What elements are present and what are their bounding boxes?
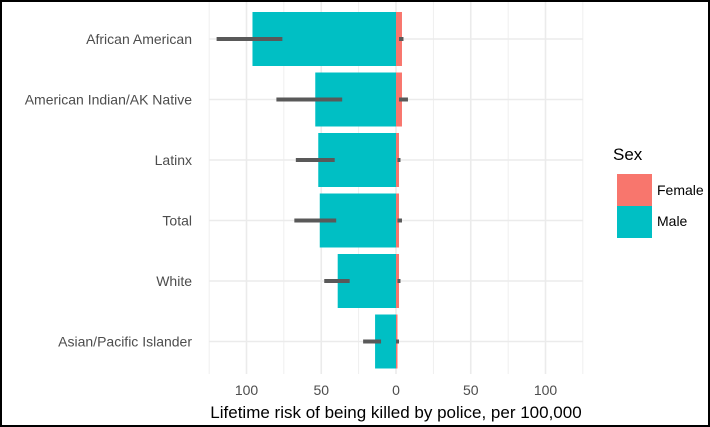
legend-title: Sex	[613, 145, 643, 164]
category-label: Asian/Pacific Islander	[58, 334, 192, 350]
x-tick-label: 100	[235, 382, 259, 398]
x-tick-label: 50	[313, 382, 329, 398]
category-label: Latinx	[155, 152, 192, 168]
category-label: White	[156, 273, 192, 289]
legend: Sex Female Male	[613, 145, 704, 238]
error-bar-layer	[216, 37, 408, 344]
legend-label-male: Male	[657, 213, 688, 229]
x-tick-label: 0	[392, 382, 400, 398]
x-tick-label: 50	[463, 382, 479, 398]
x-tick-label: 100	[534, 382, 558, 398]
legend-key-female	[617, 174, 652, 206]
legend-key-male	[617, 206, 652, 238]
bar-male	[375, 314, 396, 369]
category-labels: African American American Indian/AK Nativ…	[25, 31, 193, 350]
category-label: Total	[162, 213, 192, 229]
legend-label-female: Female	[657, 182, 704, 198]
x-axis-title: Lifetime risk of being killed by police,…	[210, 403, 581, 422]
bar-layer	[252, 12, 402, 369]
category-label: African American	[86, 31, 192, 47]
category-label: American Indian/AK Native	[25, 92, 193, 108]
x-tick-labels: 100 50 0 50 100	[235, 382, 558, 398]
